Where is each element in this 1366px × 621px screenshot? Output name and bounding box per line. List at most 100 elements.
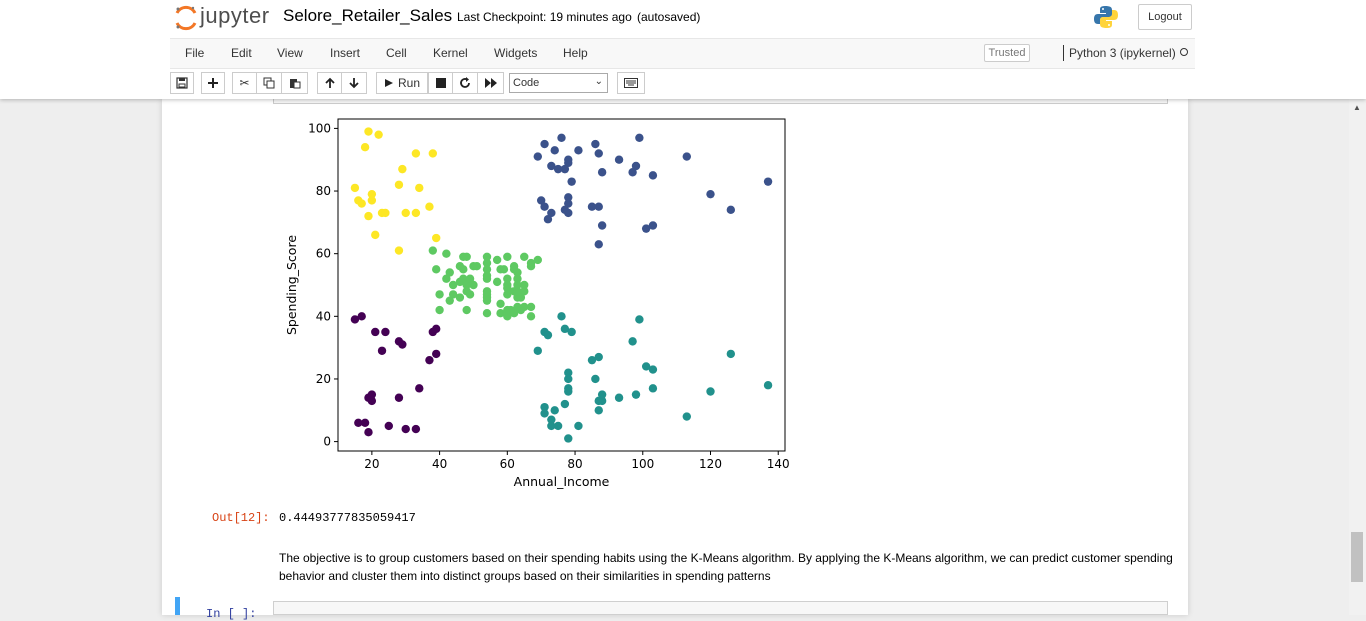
scrollbar-thumb[interactable] xyxy=(1351,532,1363,582)
data-point xyxy=(513,274,522,283)
data-point xyxy=(374,130,383,139)
data-point xyxy=(360,142,370,152)
data-point xyxy=(428,246,438,255)
menu-edit[interactable]: Edit xyxy=(231,46,252,60)
data-point xyxy=(432,265,441,274)
data-point xyxy=(635,315,644,324)
data-point xyxy=(557,312,566,321)
output-value: 0.44493777835059417 xyxy=(279,511,416,525)
data-point xyxy=(425,202,434,211)
data-point xyxy=(509,308,519,318)
data-point xyxy=(726,205,736,215)
menu-widgets[interactable]: Widgets xyxy=(494,46,538,60)
data-point xyxy=(503,274,512,283)
restart-icon xyxy=(460,77,470,88)
cut-button[interactable]: ✂ xyxy=(232,72,257,94)
data-point xyxy=(564,368,573,377)
data-point xyxy=(526,302,536,312)
autosave-status: (autosaved) xyxy=(637,10,701,24)
insert-cell-button[interactable] xyxy=(201,72,225,94)
header: jupyter Selore_Retailer_Sales Last Check… xyxy=(0,0,1366,99)
logout-button[interactable]: Logout xyxy=(1138,4,1192,30)
data-point xyxy=(445,296,454,305)
data-point xyxy=(448,290,458,299)
run-button[interactable]: Run xyxy=(376,72,428,94)
data-point xyxy=(499,265,509,274)
data-point xyxy=(462,280,471,290)
data-point xyxy=(540,139,549,149)
data-point xyxy=(641,362,651,371)
y-tick-label: 100 xyxy=(308,121,331,135)
data-point xyxy=(536,196,546,205)
menu-view[interactable]: View xyxy=(277,46,303,60)
move-down-button[interactable] xyxy=(341,72,367,94)
menu-file[interactable]: File xyxy=(185,46,205,60)
data-point xyxy=(594,240,603,249)
data-point xyxy=(401,208,410,218)
data-point xyxy=(509,262,519,271)
data-point xyxy=(367,196,377,205)
restart-button[interactable] xyxy=(452,72,478,94)
data-point xyxy=(706,189,715,199)
data-point xyxy=(455,293,465,302)
data-point xyxy=(557,133,566,142)
cell-type-value: Code xyxy=(513,77,540,89)
data-point xyxy=(520,302,529,312)
scroll-up-icon[interactable]: ▲ xyxy=(1353,103,1361,112)
jupyter-wordmark: jupyter xyxy=(200,3,270,28)
keyboard-icon xyxy=(624,78,638,88)
interrupt-button[interactable] xyxy=(428,72,453,94)
command-palette-button[interactable] xyxy=(617,72,645,94)
notebook-title[interactable]: Selore_Retailer_Sales xyxy=(283,6,453,25)
x-tick-label: 140 xyxy=(767,457,790,471)
data-point xyxy=(614,393,624,402)
jupyter-logo-icon[interactable] xyxy=(174,5,270,31)
next-cell-input[interactable] xyxy=(273,601,1168,615)
y-tick-label: 0 xyxy=(323,435,331,449)
menu-cell[interactable]: Cell xyxy=(386,46,407,60)
menu-insert[interactable]: Insert xyxy=(330,46,361,60)
data-point xyxy=(435,290,444,299)
restart-run-all-button[interactable] xyxy=(477,72,504,94)
data-point xyxy=(432,349,441,359)
data-point xyxy=(425,355,434,365)
data-point xyxy=(350,315,360,324)
data-point xyxy=(543,215,553,224)
plus-icon xyxy=(208,78,218,88)
y-tick-label: 40 xyxy=(316,309,331,323)
x-tick-label: 40 xyxy=(432,457,447,471)
data-point xyxy=(469,280,478,290)
data-point xyxy=(594,406,603,415)
data-point xyxy=(520,280,529,290)
data-point xyxy=(442,249,451,258)
data-point xyxy=(547,421,556,431)
data-point xyxy=(547,208,556,218)
cell-type-select[interactable]: Code ⌄ xyxy=(509,73,608,93)
copy-button[interactable] xyxy=(256,72,282,94)
move-up-button[interactable] xyxy=(317,72,342,94)
arrow-down-icon xyxy=(349,78,359,89)
data-point xyxy=(631,390,641,399)
markdown-cell[interactable]: The objective is to group customers base… xyxy=(279,551,1173,583)
scrollbar[interactable]: ▲ xyxy=(1349,99,1366,615)
previous-cell-input[interactable] xyxy=(273,99,1168,104)
y-axis-label: Spending_Score xyxy=(285,235,299,335)
data-point xyxy=(513,280,522,290)
data-point xyxy=(492,255,502,265)
data-point xyxy=(394,180,404,189)
menu-kernel[interactable]: Kernel xyxy=(433,46,468,60)
data-point xyxy=(482,308,492,318)
trusted-indicator[interactable]: Trusted xyxy=(984,44,1030,62)
data-point xyxy=(401,424,410,434)
cut-icon: ✂ xyxy=(239,76,250,90)
stop-icon xyxy=(435,78,446,88)
menu-help[interactable]: Help xyxy=(563,46,588,60)
kernel-name[interactable]: Python 3 (ipykernel) xyxy=(1069,46,1176,60)
data-point xyxy=(381,208,390,218)
data-point xyxy=(398,164,407,174)
save-button[interactable] xyxy=(170,72,194,94)
paste-button[interactable] xyxy=(281,72,308,94)
data-point xyxy=(482,287,492,296)
data-point xyxy=(371,327,380,337)
python-logo-icon xyxy=(1094,6,1118,28)
